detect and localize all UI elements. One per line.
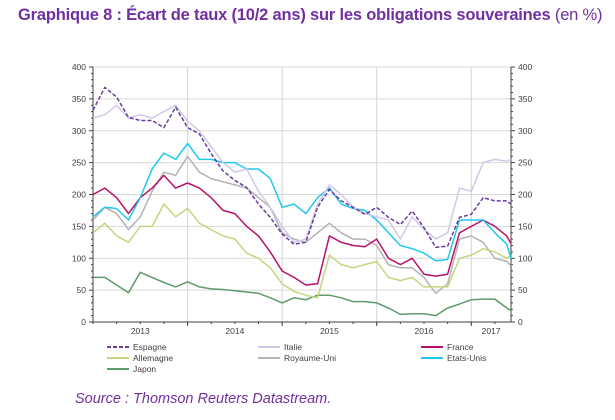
chart-title: Graphique 8 : Écart de taux (10/2 ans) s…	[18, 6, 603, 25]
y-tick-label-right: 350	[518, 94, 532, 104]
axes: 0 0 50 50 100 100 150 150 200 200 250 250 300 300 350 3…	[72, 62, 533, 336]
chart-title-main: Graphique 8 : Écart de taux (10/2 ans) s…	[18, 6, 551, 24]
y-tick-label-left: 150	[72, 221, 86, 231]
legend-item: Royaume-Uni	[258, 353, 336, 363]
legend-item: France	[421, 342, 474, 352]
y-tick-label-right: 200	[518, 190, 532, 200]
legend-item: Etats-Unis	[421, 353, 486, 363]
y-tick-label-left: 300	[72, 126, 86, 136]
x-tick-label: 2013	[131, 326, 150, 336]
series-line-france	[92, 174, 512, 286]
series-line-italie	[92, 104, 512, 244]
legend-label: Japon	[133, 364, 156, 374]
series-line-etats-unis	[92, 142, 512, 262]
line-chart: 0 0 50 50 100 100 150 150 200 200 250 250 300 300 350 3…	[72, 62, 533, 374]
y-tick-label-left: 400	[72, 62, 86, 72]
y-tick-label-left: 0	[81, 317, 86, 327]
y-tick-label-right: 400	[518, 62, 532, 72]
legend-item: Allemagne	[107, 353, 173, 363]
series-line-royaume-uni	[92, 155, 512, 295]
y-tick-label-left: 200	[72, 190, 86, 200]
y-tick-label-right: 100	[518, 253, 532, 263]
x-tick-label: 2017	[482, 326, 501, 336]
legend-label: Italie	[284, 342, 302, 352]
y-tick-label-right: 150	[518, 221, 532, 231]
gridlines	[93, 66, 511, 322]
x-tick-label: 2014	[225, 326, 244, 336]
series-lines	[92, 86, 512, 317]
legend: Espagne Italie France Allemagne Royaume-Uni E…	[107, 342, 486, 374]
chart-title-unit: (en %)	[554, 6, 603, 24]
y-tick-label-right: 0	[518, 317, 523, 327]
legend-label: Royaume-Uni	[284, 353, 336, 363]
y-tick-label-right: 300	[518, 126, 532, 136]
source-note: Source : Thomson Reuters Datastream.	[75, 391, 332, 407]
legend-label: Etats-Unis	[447, 353, 486, 363]
y-tick-label-right: 250	[518, 158, 532, 168]
legend-item: Espagne	[107, 342, 167, 352]
legend-label: France	[447, 342, 474, 352]
series-line-japon	[93, 271, 512, 317]
legend-label: Espagne	[133, 342, 167, 352]
series-line-allemagne	[92, 203, 512, 299]
series-line-espagne	[92, 86, 512, 249]
legend-item: Italie	[258, 342, 302, 352]
y-tick-label-left: 250	[72, 158, 86, 168]
x-tick-label: 2015	[320, 326, 339, 336]
x-tick-label: 2016	[415, 326, 434, 336]
y-tick-label-left: 350	[72, 94, 86, 104]
y-tick-label-right: 50	[518, 285, 528, 295]
legend-item: Japon	[107, 364, 156, 374]
y-tick-label-left: 50	[77, 285, 87, 295]
y-tick-label-left: 100	[72, 253, 86, 263]
legend-label: Allemagne	[133, 353, 173, 363]
